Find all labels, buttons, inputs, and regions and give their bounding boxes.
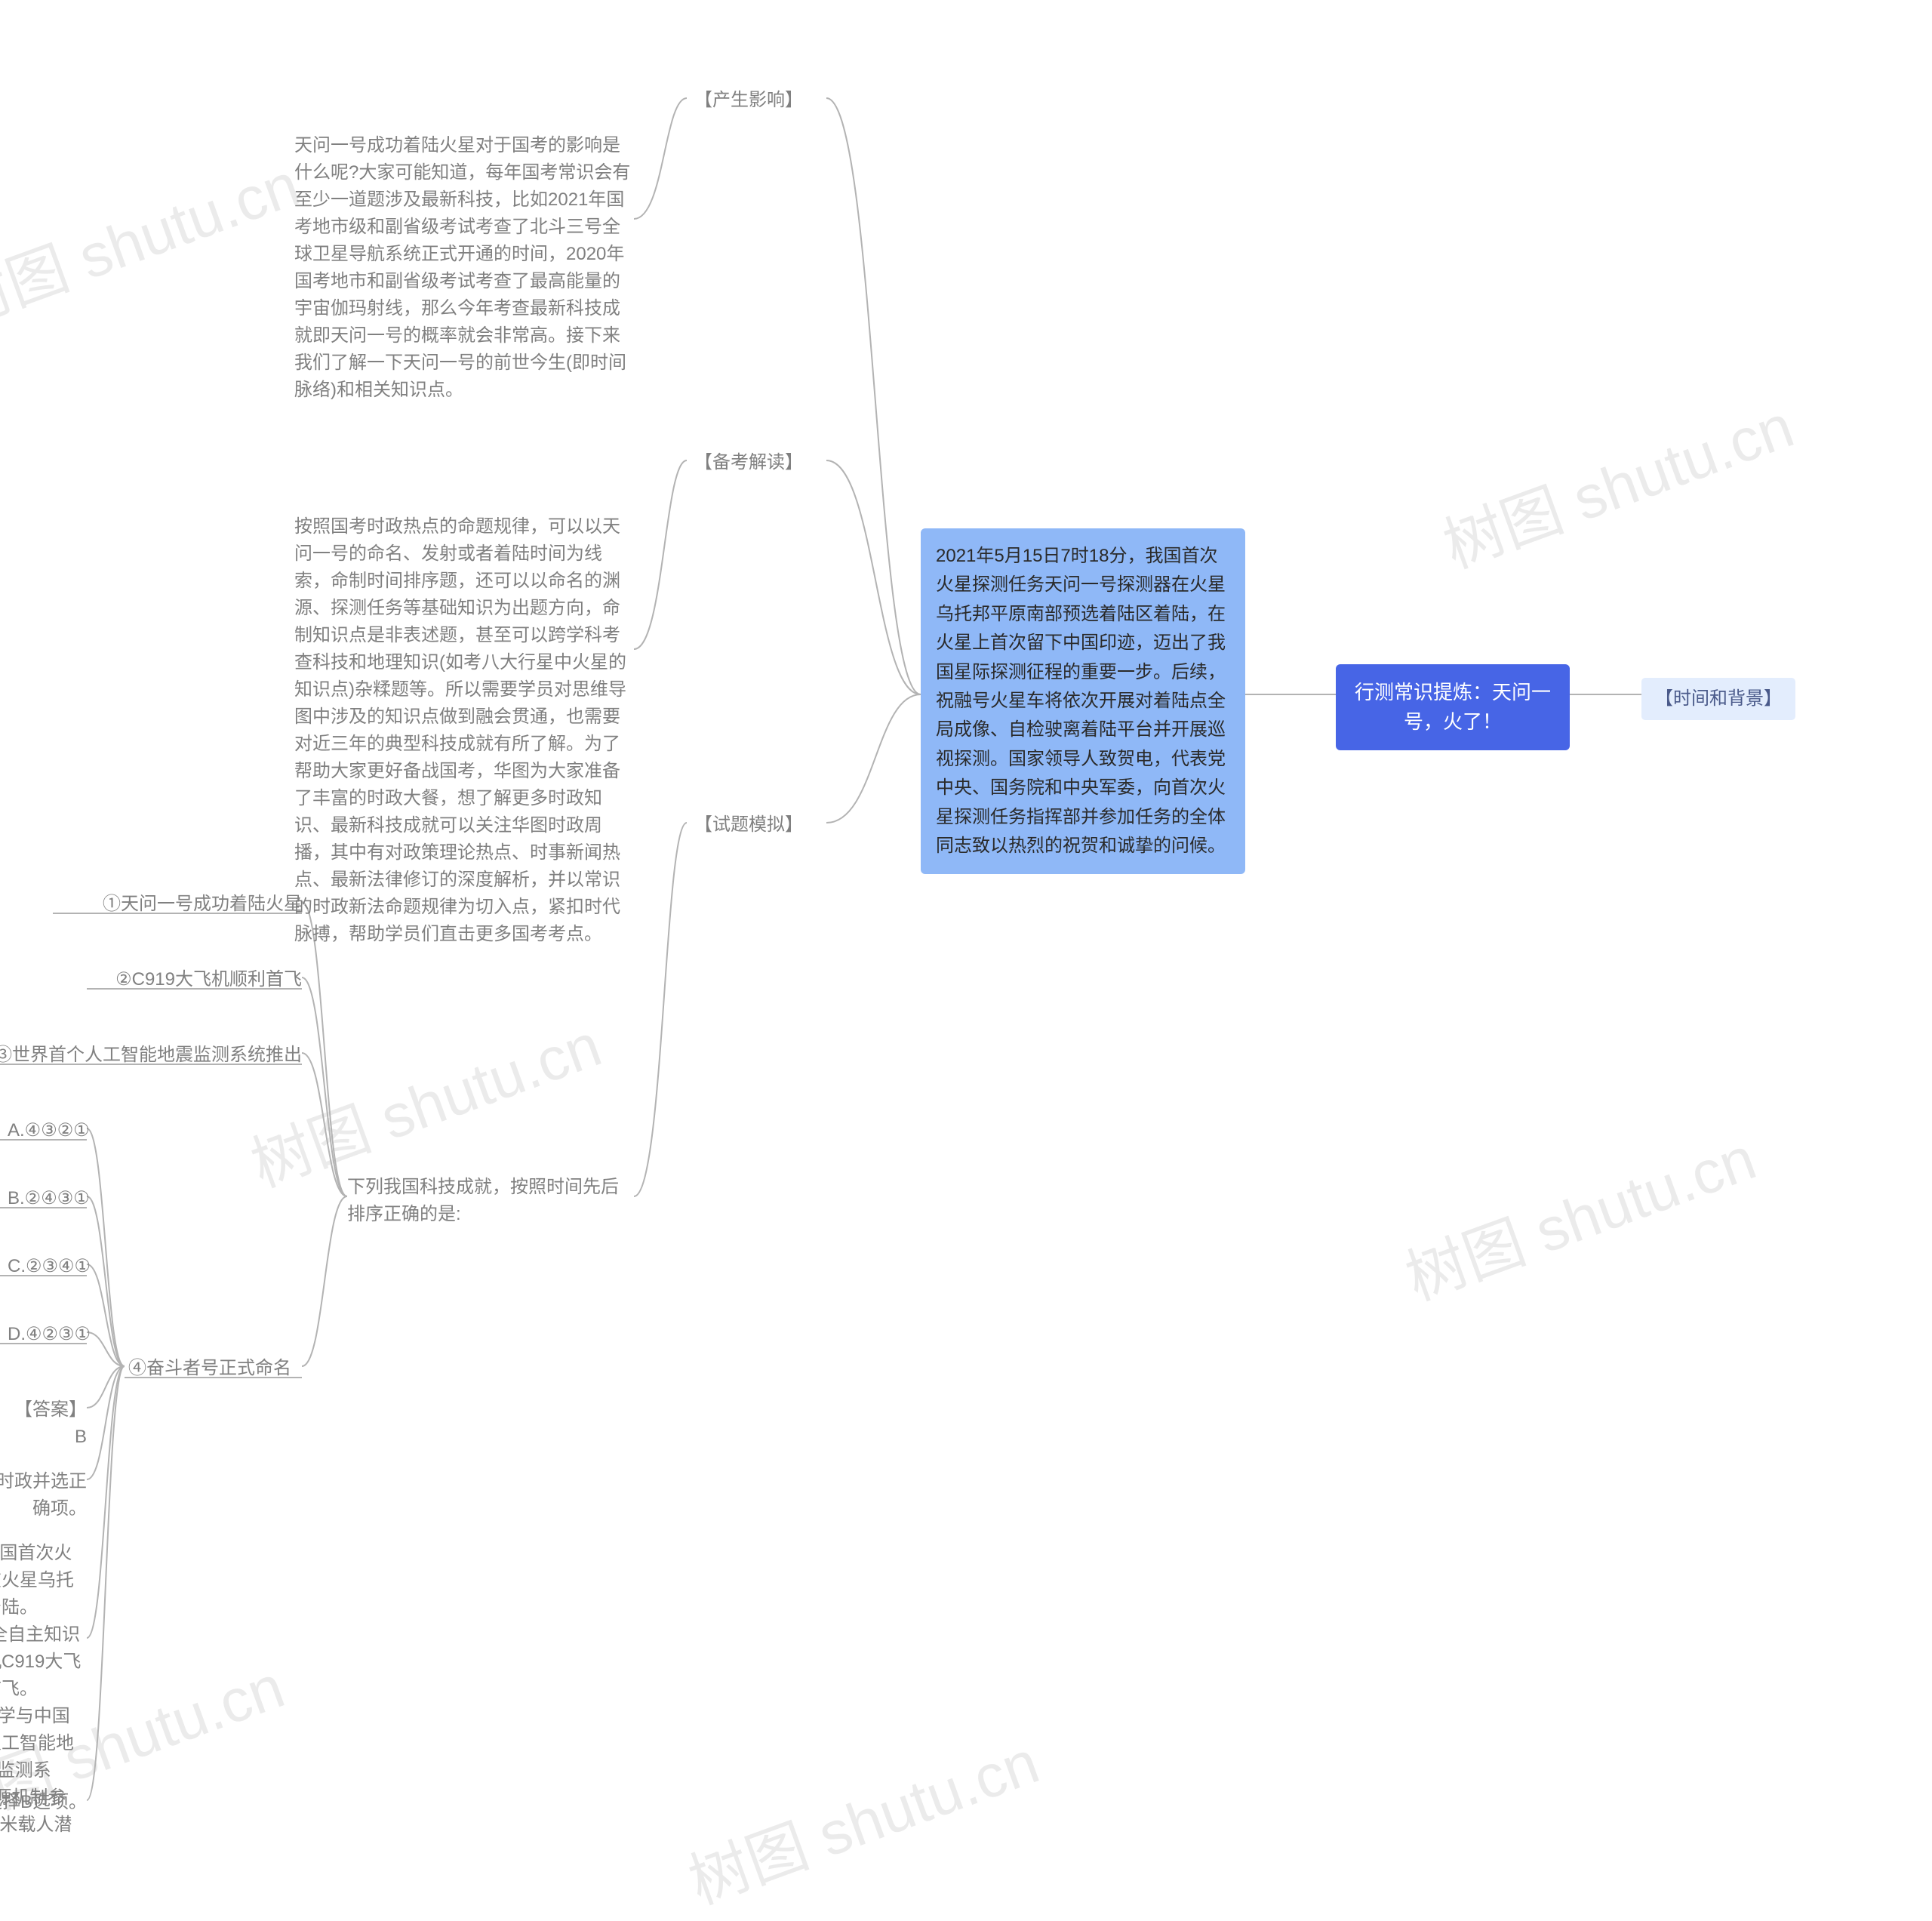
section-body-text: 天问一号成功着陆火星对于国考的影响是什么呢?大家可能知道，每年国考常识会有至少一… bbox=[294, 135, 630, 400]
question-item-1: ①天问一号成功着陆火星 bbox=[68, 891, 302, 918]
section-body-impact: 天问一号成功着陆火星对于国考的影响是什么呢?大家可能知道，每年国考常识会有至少一… bbox=[294, 132, 634, 404]
question-item-text: ①天问一号成功着陆火星 bbox=[103, 894, 302, 914]
question-stem: 下列我国科技成就，按照时间先后排序正确的是: bbox=[347, 1174, 634, 1228]
section-title-impact[interactable]: 【产生影响】 bbox=[694, 87, 803, 114]
question-pivot: ④奋斗者号正式命名 bbox=[128, 1355, 302, 1382]
answer-text: 【答案】B bbox=[14, 1399, 87, 1447]
connector-layer bbox=[0, 0, 1932, 1838]
question-stem-text: 下列我国科技成就，按照时间先后排序正确的是: bbox=[347, 1177, 619, 1224]
section-body-text: 按照国考时政热点的命题规律，可以以天问一号的命名、发射或者着陆时间为线索，命制时… bbox=[294, 516, 626, 944]
option-d[interactable]: D.④②③① bbox=[8, 1321, 87, 1348]
question-pivot-text: ④奋斗者号正式命名 bbox=[128, 1358, 291, 1378]
option-a[interactable]: A.④③②① bbox=[8, 1117, 87, 1144]
question-item-2: ②C919大飞机顺利首飞 bbox=[68, 966, 302, 993]
option-text: B.②④③① bbox=[8, 1188, 90, 1208]
question-item-text: ③世界首个人工智能地震监测系统推出 bbox=[0, 1045, 302, 1065]
section-title-text: 【产生影响】 bbox=[694, 90, 803, 110]
analysis-body: 第二步，①2021年5月15日中国首次火星探测任务天问一号探测器在火星乌托邦平原… bbox=[0, 1540, 87, 1866]
option-text: A.④③②① bbox=[8, 1120, 90, 1141]
conclusion: 因此，本题选择B选项。 bbox=[0, 1789, 87, 1816]
section-body-prep: 按照国考时政热点的命题规律，可以以天问一号的命名、发射或者着陆时间为线索，命制时… bbox=[294, 513, 634, 948]
conclusion-text: 因此，本题选择B选项。 bbox=[0, 1792, 87, 1812]
option-c[interactable]: C.②③④① bbox=[8, 1253, 87, 1280]
context-box[interactable]: 2021年5月15日7时18分，我国首次火星探测任务天问一号探测器在火星乌托邦平… bbox=[921, 528, 1245, 874]
section-title-prep[interactable]: 【备考解读】 bbox=[694, 449, 803, 476]
analysis-label-text: 【解析】第一步，本题考查时政并选正确项。 bbox=[0, 1471, 87, 1519]
question-item-3: ③世界首个人工智能地震监测系统推出 bbox=[0, 1042, 302, 1069]
option-text: C.②③④① bbox=[8, 1256, 91, 1276]
option-b[interactable]: B.②④③① bbox=[8, 1185, 87, 1212]
branch-label: 【时间和背景】 bbox=[1655, 688, 1782, 709]
root-node[interactable]: 行测常识提炼：天问一号，火了！ bbox=[1336, 664, 1570, 750]
section-title-text: 【试题模拟】 bbox=[694, 814, 803, 835]
question-item-text: ②C919大飞机顺利首飞 bbox=[115, 969, 302, 990]
option-text: D.④②③① bbox=[8, 1324, 91, 1344]
root-label: 行测常识提炼：天问一号，火了！ bbox=[1355, 681, 1551, 733]
analysis-label: 【解析】第一步，本题考查时政并选正确项。 bbox=[0, 1468, 87, 1522]
section-title-mock[interactable]: 【试题模拟】 bbox=[694, 811, 803, 839]
branch-time-background[interactable]: 【时间和背景】 bbox=[1641, 678, 1795, 720]
section-title-text: 【备考解读】 bbox=[694, 452, 803, 473]
answer-label: 【答案】B bbox=[8, 1396, 87, 1451]
context-text: 2021年5月15日7时18分，我国首次火星探测任务天问一号探测器在火星乌托邦平… bbox=[936, 546, 1226, 856]
